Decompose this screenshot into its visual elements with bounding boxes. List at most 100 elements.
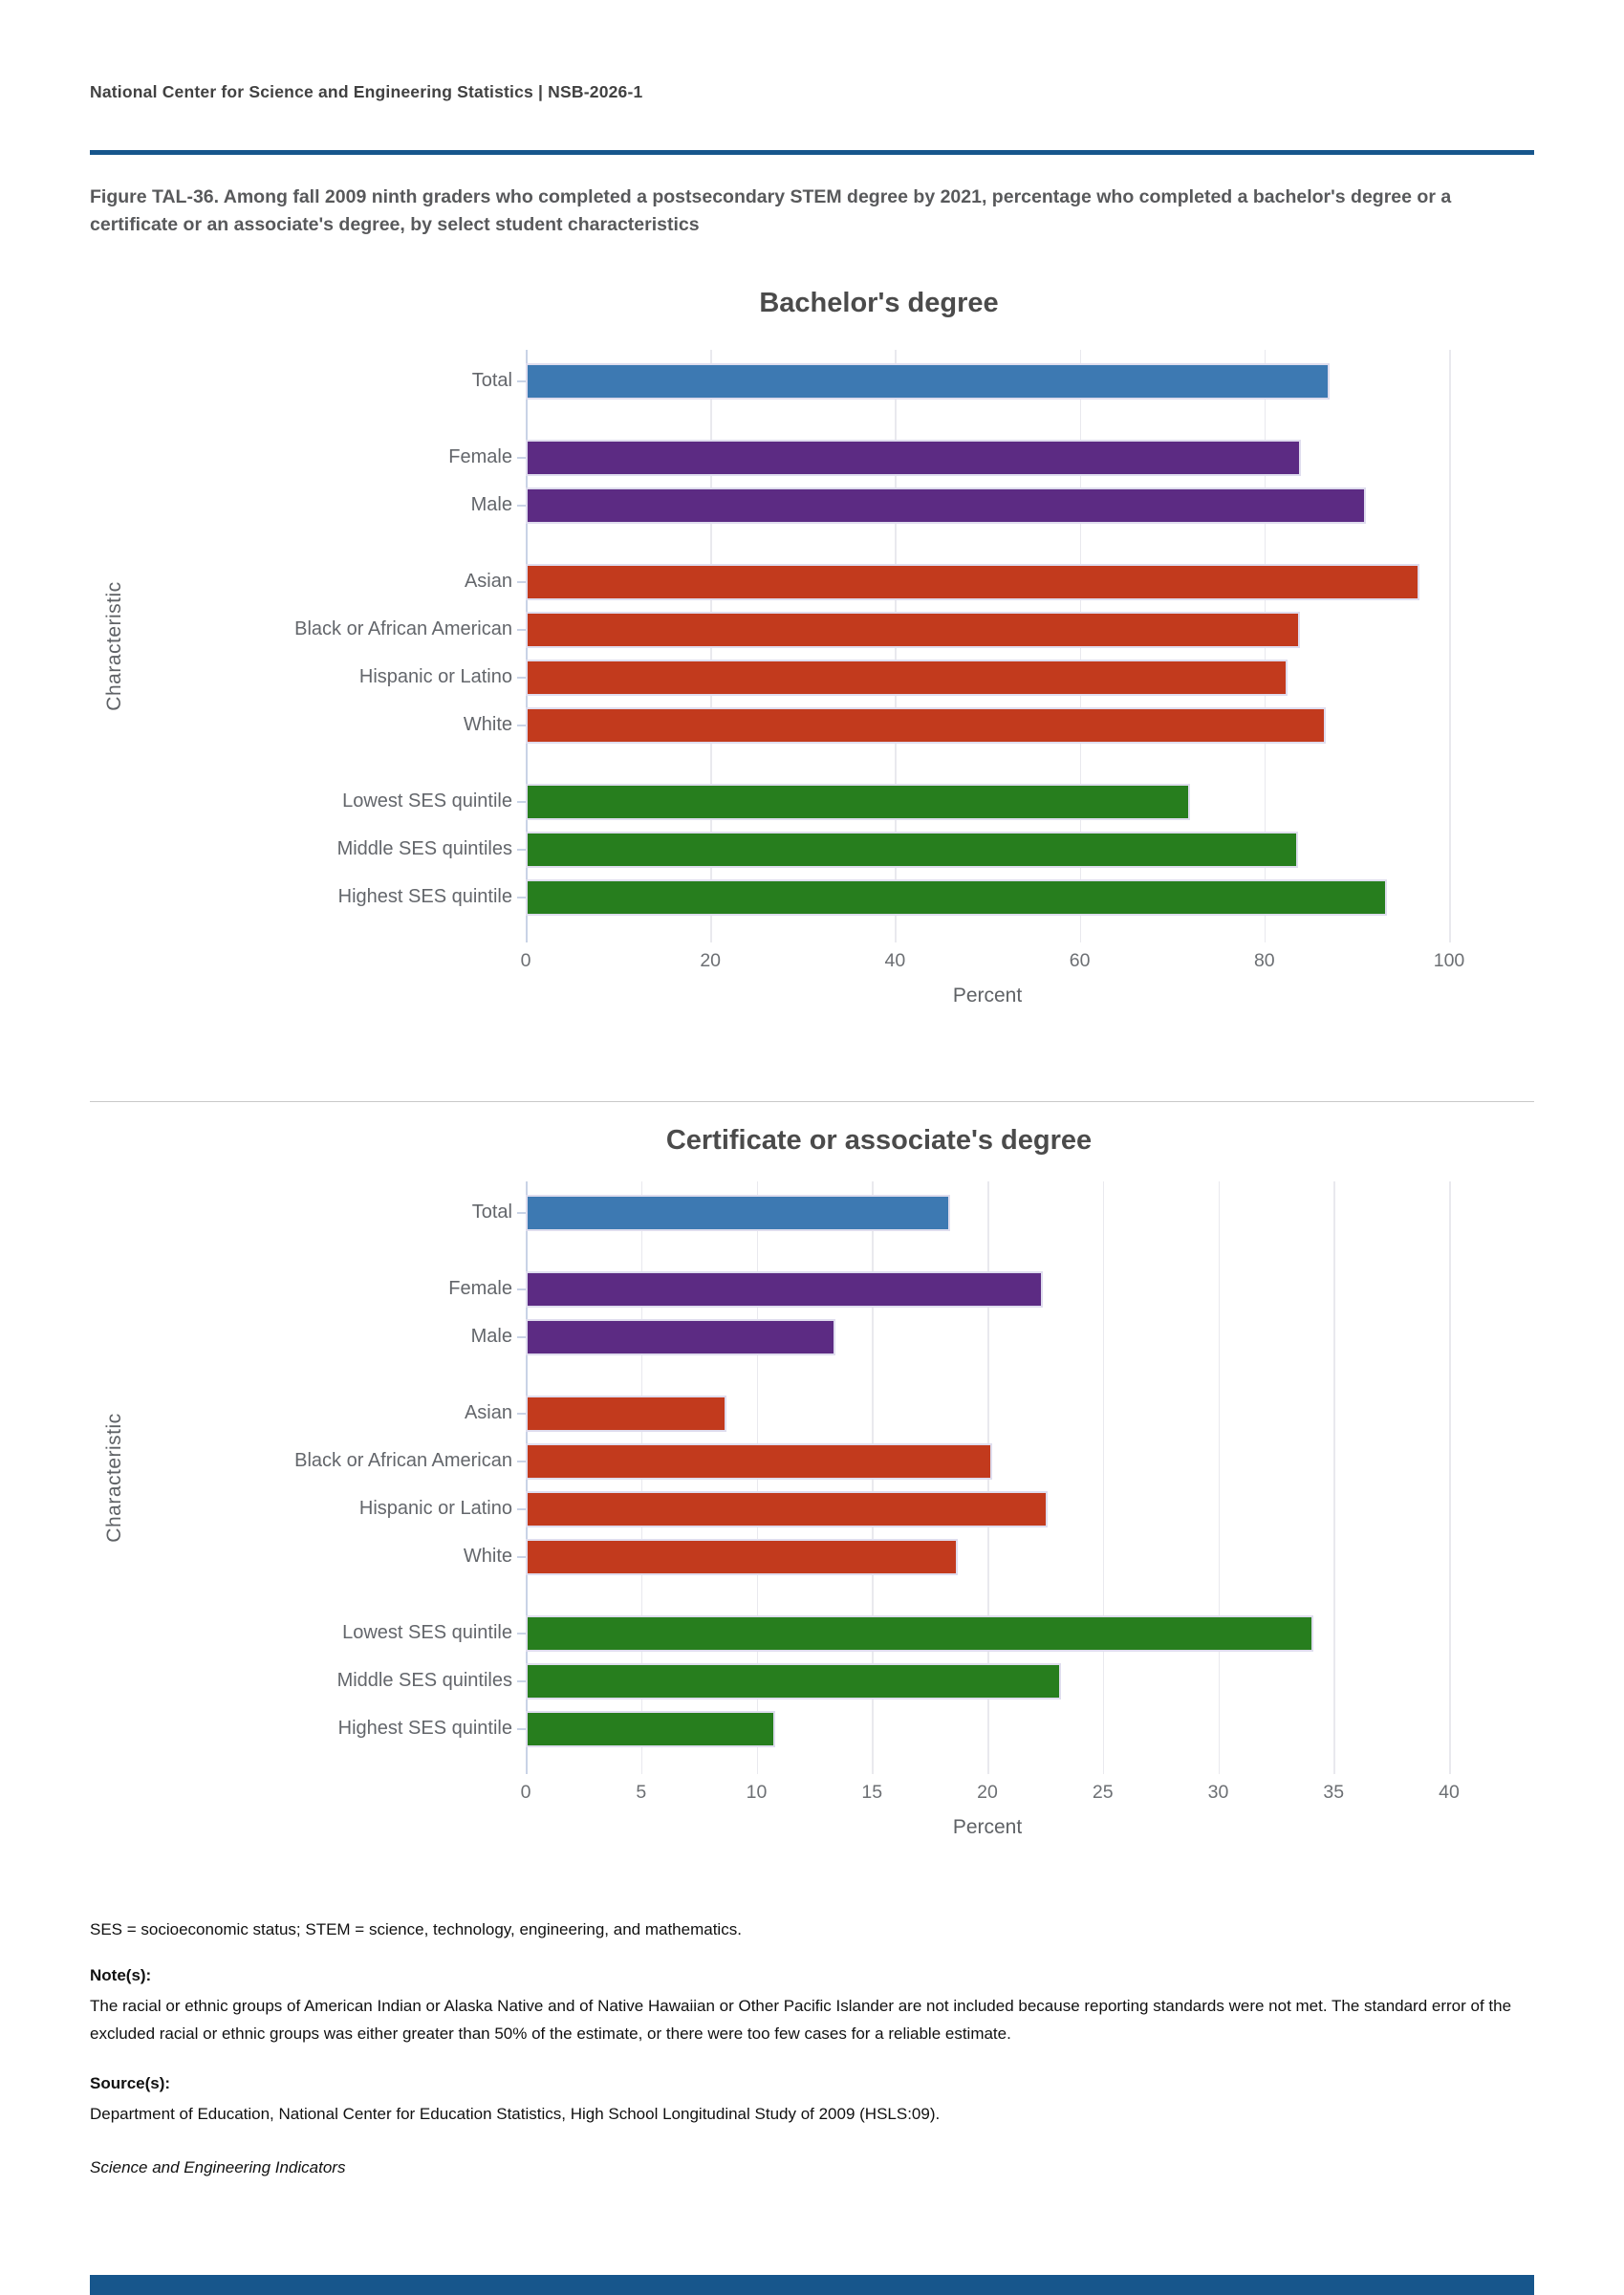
x-tick-label: 35	[1323, 1781, 1345, 1803]
plot-area: Characteristic Total Female Male Asian Black …	[90, 349, 1534, 942]
category-label: Male	[90, 1326, 526, 1348]
chart-separator	[90, 1100, 1534, 1102]
bar-middle-ses-quintiles	[526, 1662, 1062, 1700]
x-axis-title-wrap: Percent	[90, 977, 1534, 1019]
category-label: Lowest SES quintile	[90, 1622, 526, 1644]
chart-bachelors-degree: Bachelor's degree Characteristic Total Fema…	[90, 288, 1534, 1019]
x-tick-label: 80	[1253, 949, 1275, 971]
plot-rows: Total Female Male Asian Black or African Ame…	[90, 1180, 1534, 1774]
category-label: Black or African American	[90, 1450, 526, 1472]
bar-track	[526, 1270, 1534, 1308]
abbreviation-note: SES = socioeconomic status; STEM = scien…	[90, 1919, 742, 1938]
bar-highest-ses-quintile	[526, 1710, 775, 1747]
chart-title: Bachelor's degree	[759, 287, 999, 318]
bar-row: Black or African American	[90, 1438, 1534, 1485]
bar-white	[526, 706, 1326, 744]
plot-rows: Total Female Male Asian Black or African Ame…	[90, 349, 1534, 942]
bar-total	[526, 1194, 951, 1231]
category-label: Highest SES quintile	[90, 886, 526, 908]
category-label: Highest SES quintile	[90, 1718, 526, 1740]
bar-row: White	[90, 1533, 1534, 1581]
x-tick-label: 40	[884, 949, 906, 971]
category-label: Male	[90, 494, 526, 516]
bar-row: White	[90, 702, 1534, 749]
chart-title: Certificate or associate's degree	[665, 1124, 1093, 1156]
attribution: Science and Engineering Indicators	[90, 2157, 346, 2176]
x-tick-label: 20	[700, 949, 722, 971]
bar-black-or-african-american	[526, 611, 1300, 648]
x-tick-label: 25	[1092, 1781, 1114, 1803]
bar-track	[526, 1194, 1534, 1231]
x-tick-label: 0	[520, 949, 531, 971]
category-label: Asian	[90, 1402, 526, 1424]
bar-hispanic-or-latino	[526, 1490, 1048, 1527]
bar-highest-ses-quintile	[526, 878, 1388, 916]
header-rule	[90, 150, 1534, 155]
bar-row: Hispanic or Latino	[90, 654, 1534, 702]
gridline	[1449, 1180, 1451, 1774]
bar-row: Male	[90, 1313, 1534, 1361]
gridline	[1333, 1180, 1335, 1774]
bar-row: Black or African American	[90, 606, 1534, 654]
bar-hispanic-or-latino	[526, 659, 1288, 696]
category-label: Black or African American	[90, 618, 526, 640]
bar-row: Male	[90, 482, 1534, 530]
category-label: Asian	[90, 571, 526, 593]
x-tick-label: 30	[1207, 1781, 1229, 1803]
bar-row: Female	[90, 434, 1534, 482]
x-axis: 0 20 40 60 80 100	[90, 942, 1534, 977]
figure-page: National Center for Science and Engineer…	[90, 0, 1534, 2179]
bar-lowest-ses-quintile	[526, 783, 1190, 820]
category-label: Middle SES quintiles	[90, 838, 526, 860]
bar-track	[526, 1710, 1534, 1747]
bar-row: Asian	[90, 558, 1534, 606]
bar-asian	[526, 1395, 727, 1432]
bar-row: Highest SES quintile	[90, 874, 1534, 921]
gridline	[1449, 349, 1451, 942]
category-label: Female	[90, 1278, 526, 1300]
report-header: National Center for Science and Engineer…	[90, 82, 643, 101]
bar-middle-ses-quintiles	[526, 831, 1298, 868]
figure-title: Figure TAL-36. Among fall 2009 ninth gra…	[90, 186, 1452, 236]
category-label: Hispanic or Latino	[90, 666, 526, 688]
bar-row: Lowest SES quintile	[90, 778, 1534, 826]
category-label: White	[90, 1546, 526, 1568]
bar-track	[526, 1538, 1534, 1575]
bar-track	[526, 659, 1534, 696]
bar-track	[526, 706, 1534, 744]
bar-track	[526, 831, 1534, 868]
gridline	[1218, 1180, 1220, 1774]
bar-track	[526, 1662, 1534, 1700]
plot-area: Characteristic Total Female Male Asian Black …	[90, 1180, 1534, 1774]
bar-row: Total	[90, 1189, 1534, 1237]
bar-asian	[526, 563, 1420, 600]
bar-track	[526, 611, 1534, 648]
bar-track	[526, 487, 1534, 524]
bar-track	[526, 563, 1534, 600]
bar-row: Female	[90, 1266, 1534, 1313]
bar-track	[526, 1395, 1534, 1432]
bar-row: Lowest SES quintile	[90, 1610, 1534, 1657]
category-label: White	[90, 714, 526, 736]
bar-row: Asian	[90, 1390, 1534, 1438]
x-tick-label: 20	[977, 1781, 998, 1803]
bar-track	[526, 783, 1534, 820]
x-tick-label: 40	[1439, 1781, 1460, 1803]
bar-row: Middle SES quintiles	[90, 826, 1534, 874]
bar-track	[526, 1442, 1534, 1480]
bar-black-or-african-american	[526, 1442, 992, 1480]
bar-track	[526, 362, 1534, 400]
bar-row: Highest SES quintile	[90, 1705, 1534, 1753]
bar-row: Hispanic or Latino	[90, 1485, 1534, 1533]
bar-track	[526, 1490, 1534, 1527]
x-tick-label: 100	[1433, 949, 1465, 971]
x-axis-title: Percent	[952, 1815, 1023, 1838]
x-tick-label: 10	[746, 1781, 768, 1803]
x-axis: 0 5 10 15 20 25 30 35 40	[90, 1774, 1534, 1808]
x-tick-label: 60	[1069, 949, 1091, 971]
notes-text: The racial or ethnic groups of American …	[90, 1997, 1512, 2044]
category-label: Total	[90, 370, 526, 392]
x-axis-title: Percent	[952, 984, 1023, 1007]
x-tick-label: 0	[520, 1781, 531, 1803]
footnotes: SES = socioeconomic status; STEM = scien…	[90, 1919, 1534, 2179]
